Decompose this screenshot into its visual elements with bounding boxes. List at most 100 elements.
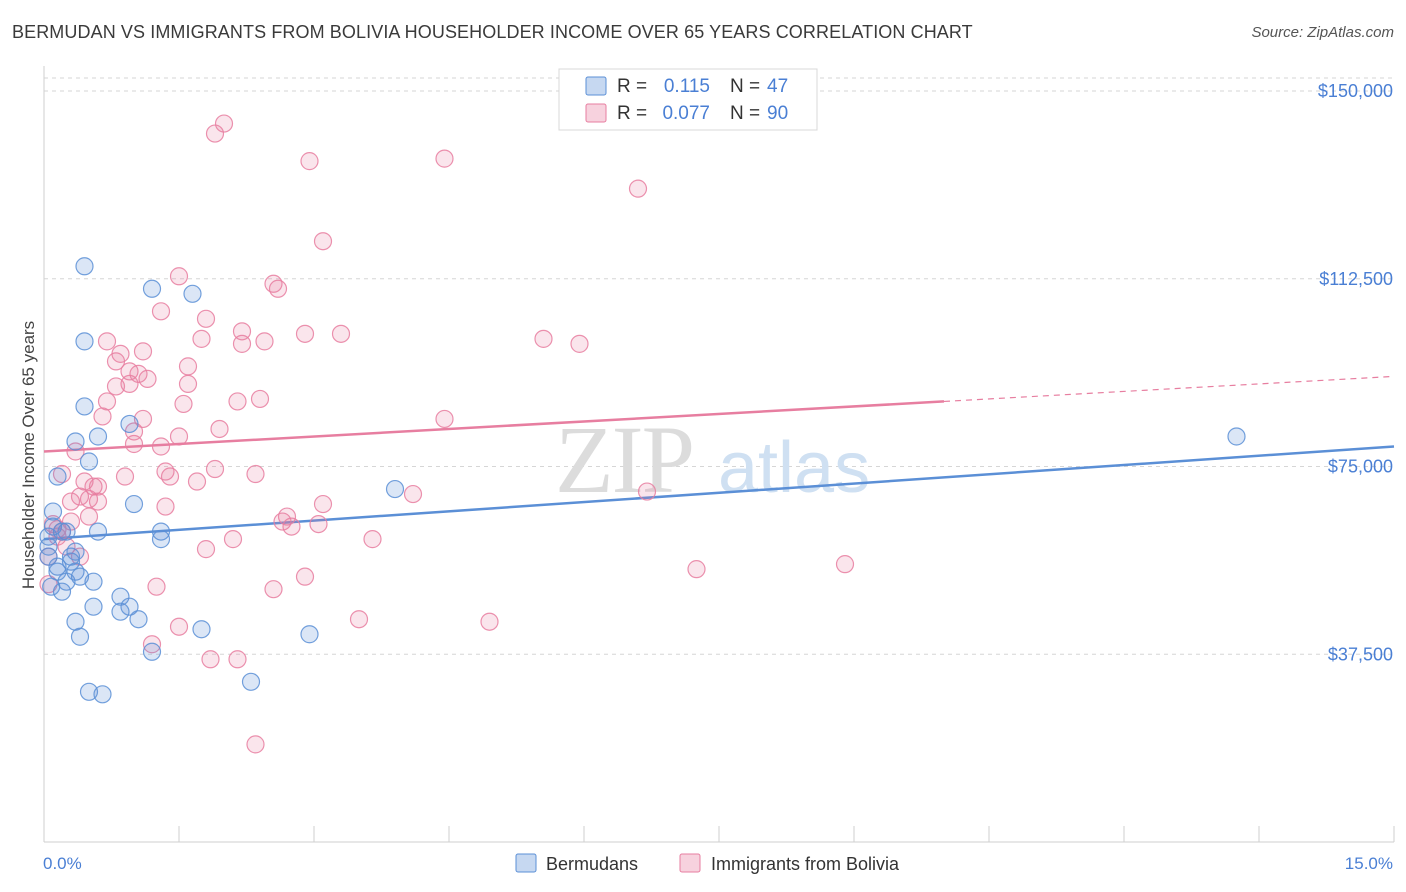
point-bermudans [48,557,67,576]
y-tick-label: $150,000 [1318,81,1393,101]
point-bermudans [84,597,103,616]
legend-r-label-1: R = [617,76,647,97]
legend-r-value-1: 0.115 [664,76,710,97]
point-bermudans [385,479,405,499]
point-bolivia [106,377,126,396]
point-bermudans [66,432,85,451]
point-bermudans [142,642,162,661]
point-bolivia [169,617,189,636]
point-bermudans [120,597,139,616]
x-tick-label-max: 15.0% [1345,854,1393,873]
legend-r-value-2: 0.077 [662,103,710,124]
point-bermudans [43,517,63,536]
point-bolivia [835,555,855,574]
bottom-legend-swatch-bermudans [515,853,537,873]
point-bermudans [48,562,67,581]
point-bermudans [75,257,94,276]
point-bermudans [57,522,76,541]
point-bolivia [178,374,198,394]
point-bolivia [97,392,117,411]
point-bermudans [39,537,58,556]
point-bolivia [196,309,216,328]
point-bolivia [174,394,193,414]
point-bolivia [120,374,139,394]
point-bolivia [93,407,112,426]
bottom-legend: Bermudans Immigrants from Bolivia [515,853,900,874]
point-bermudans [151,522,171,541]
point-bermudans [300,625,319,644]
point-bolivia [435,149,454,168]
point-bolivia [628,179,648,198]
point-bermudans [1227,427,1246,446]
legend-swatch-bolivia [585,103,607,123]
point-bolivia [205,459,225,479]
y-tick-label: $112,500 [1319,269,1393,289]
point-bermudans [192,620,211,639]
point-bermudans [70,567,90,586]
point-bolivia [246,464,265,484]
point-bermudans [124,494,144,514]
point-bermudans [79,452,99,471]
point-bolivia [133,342,153,361]
point-bolivia [88,492,108,511]
legend-box: R = 0.115 N = 47 R = 0.077 N = 90 [558,68,818,131]
point-bolivia [66,442,85,461]
point-bolivia [282,517,301,536]
legend-n-value-2: 90 [767,103,788,124]
point-bermudans [52,522,72,541]
point-bolivia [637,482,657,501]
point-bermudans [66,542,85,561]
point-bolivia [232,322,252,341]
points-layer [39,114,1246,754]
point-bermudans [75,332,94,351]
legend-n-value-1: 47 [767,76,788,97]
legend-r-label-2: R = [617,103,647,124]
point-bermudans [52,582,72,601]
point-bolivia [156,497,175,516]
point-bolivia [178,357,198,376]
point-bermudans [66,612,85,631]
point-bolivia [97,332,117,351]
point-bermudans [88,522,108,541]
point-bermudans [129,610,148,629]
point-bolivia [196,540,216,559]
point-bermudans [111,587,130,606]
point-bermudans [183,284,202,303]
point-bolivia [268,279,288,298]
point-bolivia [246,735,265,754]
legend-n-label-1: N = [730,76,760,97]
trend-layer [43,375,1395,541]
point-bermudans [151,530,171,549]
point-bolivia [363,530,382,549]
point-bolivia [228,650,247,669]
point-bolivia [201,650,220,669]
point-bolivia [111,344,130,363]
point-bolivia [147,577,166,596]
x-tick-label-min: 0.0% [43,854,82,873]
point-bermudans [39,527,58,546]
point-bolivia [255,332,274,351]
point-bolivia [61,492,81,511]
point-bermudans [48,467,67,486]
point-bermudans [93,685,112,704]
point-bolivia [210,419,229,439]
point-bolivia [349,610,369,629]
point-bolivia [223,530,243,549]
legend-swatch-bermudans [585,76,607,96]
axes-layer: $37,500 $75,000 $112,500 $150,000 [43,66,1395,843]
point-bolivia [169,427,189,446]
point-bolivia [232,334,252,353]
point-bolivia [133,409,153,429]
point-bolivia [142,635,162,654]
trend-line-bermudans [43,445,1395,541]
point-bolivia [277,507,297,526]
point-bermudans [79,682,99,701]
point-bolivia [169,267,189,286]
point-bolivia [295,324,315,343]
point-bolivia [124,434,144,454]
point-bolivia [313,232,333,251]
trend-line-bolivia-extension [943,375,1395,403]
point-bolivia [205,124,225,143]
point-bermudans [111,602,130,621]
